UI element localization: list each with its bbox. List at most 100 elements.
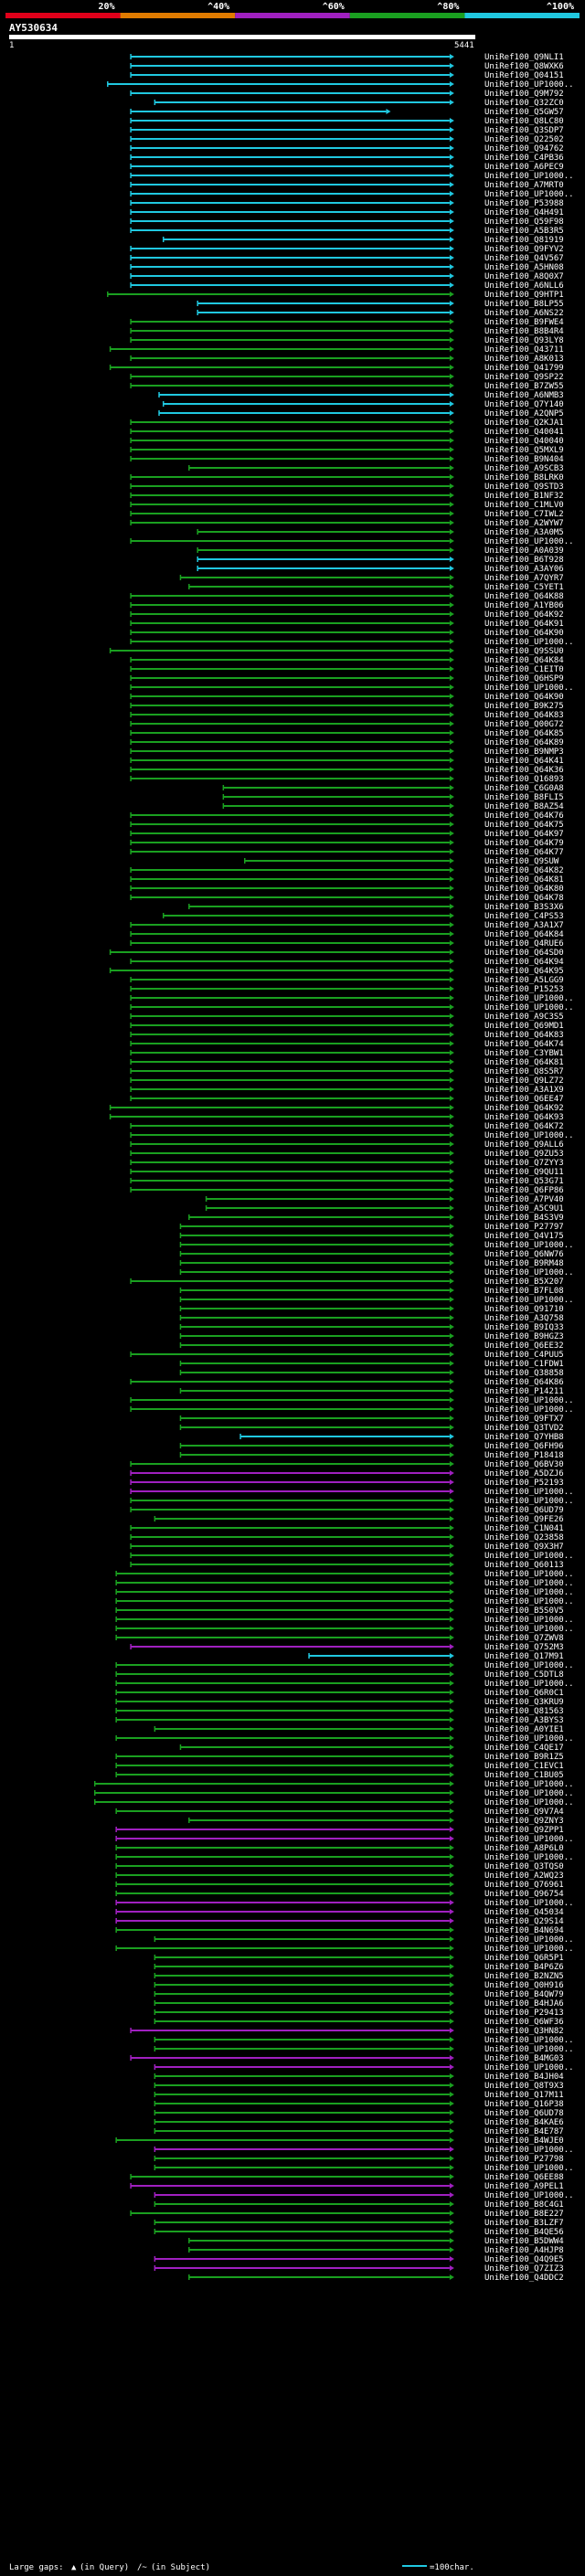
hit-label[interactable]: UniRef100_Q7ZIZ3 — [484, 2264, 564, 2274]
hit-label[interactable]: UniRef100_A9PEL1 — [484, 2182, 564, 2191]
hit-label[interactable]: UniRef100_Q64K90 — [484, 629, 564, 638]
hit-row[interactable]: UniRef100_UP1000.. — [179, 1268, 574, 1277]
hit-row[interactable]: UniRef100_A7PV40 — [205, 1195, 564, 1204]
hit-row[interactable]: UniRef100_B4JH04 — [154, 2072, 564, 2082]
hit-label[interactable]: UniRef100_C1FDW1 — [484, 1360, 564, 1369]
hit-row[interactable]: UniRef100_Q9FE26 — [154, 1515, 564, 1524]
hit-row[interactable]: UniRef100_Q9V7A4 — [115, 1807, 564, 1817]
hit-row[interactable]: UniRef100_P14211 — [179, 1387, 564, 1396]
hit-label[interactable]: UniRef100_Q64K92 — [484, 610, 564, 620]
hit-label[interactable]: UniRef100_Q6R0C1 — [484, 1689, 564, 1698]
hit-label[interactable]: UniRef100_Q64K91 — [484, 620, 564, 629]
hit-row[interactable]: UniRef100_Q81919 — [162, 236, 564, 245]
hit-label[interactable]: UniRef100_Q4V175 — [484, 1232, 564, 1241]
hit-row[interactable]: UniRef100_Q6UD78 — [154, 2109, 564, 2118]
hit-label[interactable]: UniRef100_UP1000.. — [484, 2036, 574, 2045]
hit-label[interactable]: UniRef100_Q9V7A4 — [484, 1807, 564, 1817]
hit-row[interactable]: UniRef100_Q6EE88 — [130, 2173, 564, 2182]
hit-row[interactable]: UniRef100_UP1000.. — [130, 638, 574, 647]
hit-label[interactable]: UniRef100_P27798 — [484, 2155, 564, 2164]
hit-row[interactable]: UniRef100_A9C3S5 — [130, 1012, 564, 1022]
hit-label[interactable]: UniRef100_Q6UD78 — [484, 2109, 564, 2118]
hit-row[interactable]: UniRef100_UP1000.. — [130, 1497, 574, 1506]
hit-row[interactable]: UniRef100_A0YIE1 — [154, 1725, 564, 1734]
hit-row[interactable]: UniRef100_Q9NLI1 — [130, 53, 564, 62]
hit-label[interactable]: UniRef100_B8C4G1 — [484, 2200, 564, 2210]
hit-row[interactable]: UniRef100_Q43711 — [109, 345, 564, 355]
hit-label[interactable]: UniRef100_Q9ALL6 — [484, 1140, 564, 1150]
hit-row[interactable]: UniRef100_UP1000.. — [93, 1789, 574, 1798]
hit-label[interactable]: UniRef100_B5DWW4 — [484, 2237, 564, 2246]
hit-row[interactable]: UniRef100_A5DZJ6 — [130, 1469, 564, 1479]
hit-label[interactable]: UniRef100_Q96754 — [484, 1890, 564, 1899]
hit-row[interactable]: UniRef100_Q76961 — [115, 1881, 564, 1890]
hit-row[interactable]: UniRef100_Q64K79 — [130, 839, 564, 848]
hit-label[interactable]: UniRef100_Q9STD3 — [484, 482, 564, 492]
hit-label[interactable]: UniRef100_B9IQ33 — [484, 1323, 564, 1332]
hit-label[interactable]: UniRef100_UP1000.. — [484, 1597, 574, 1606]
hit-row[interactable]: UniRef100_Q9STD3 — [130, 482, 564, 492]
hit-row[interactable]: UniRef100_Q9ZNY3 — [188, 1817, 564, 1826]
hit-row[interactable]: UniRef100_B4KAE6 — [154, 2118, 564, 2127]
hit-label[interactable]: UniRef100_Q64K84 — [484, 656, 564, 665]
hit-row[interactable]: UniRef100_B3LZF7 — [154, 2219, 564, 2228]
hit-row[interactable]: UniRef100_UP1000.. — [130, 1552, 574, 1561]
hit-label[interactable]: UniRef100_Q64K76 — [484, 811, 564, 821]
hit-label[interactable]: UniRef100_Q91710 — [484, 1305, 564, 1314]
hit-row[interactable]: UniRef100_A3A1X7 — [130, 921, 564, 930]
hit-row[interactable]: UniRef100_A8P6L0 — [115, 1844, 564, 1853]
hit-label[interactable]: UniRef100_A8K013 — [484, 355, 564, 364]
hit-label[interactable]: UniRef100_Q69MD1 — [484, 1022, 564, 1031]
hit-label[interactable]: UniRef100_A0YIE1 — [484, 1725, 564, 1734]
hit-label[interactable]: UniRef100_Q9ZPP1 — [484, 1826, 564, 1835]
hit-row[interactable]: UniRef100_A6NMB3 — [158, 391, 564, 400]
hit-label[interactable]: UniRef100_Q41799 — [484, 364, 564, 373]
hit-label[interactable]: UniRef100_UP1000.. — [484, 2063, 574, 2072]
hit-label[interactable]: UniRef100_UP1000.. — [484, 1552, 574, 1561]
hit-row[interactable]: UniRef100_Q64K75 — [130, 821, 564, 830]
hit-row[interactable]: UniRef100_Q9M792 — [130, 90, 564, 99]
hit-row[interactable]: UniRef100_A5C9U1 — [205, 1204, 564, 1214]
hit-row[interactable]: UniRef100_UP1000.. — [130, 537, 574, 546]
hit-label[interactable]: UniRef100_C4QE17 — [484, 1744, 564, 1753]
hit-label[interactable]: UniRef100_Q3TVD2 — [484, 1424, 564, 1433]
hit-label[interactable]: UniRef100_B5X207 — [484, 1277, 564, 1287]
hit-label[interactable]: UniRef100_B9RM48 — [484, 1259, 564, 1268]
hit-label[interactable]: UniRef100_C6G0A8 — [484, 784, 564, 793]
hit-row[interactable]: UniRef100_UP1000.. — [154, 1935, 574, 1945]
hit-row[interactable]: UniRef100_Q4V175 — [179, 1232, 564, 1241]
hit-row[interactable]: UniRef100_Q9ALL6 — [130, 1140, 564, 1150]
hit-label[interactable]: UniRef100_Q9ZU53 — [484, 1150, 564, 1159]
hit-row[interactable]: UniRef100_C1N041 — [130, 1524, 564, 1533]
hit-row[interactable]: UniRef100_UP1000.. — [130, 684, 574, 693]
hit-label[interactable]: UniRef100_Q5GW57 — [484, 108, 564, 117]
hit-label[interactable]: UniRef100_Q2KJA1 — [484, 419, 564, 428]
hit-label[interactable]: UniRef100_Q8LC80 — [484, 117, 564, 126]
hit-label[interactable]: UniRef100_Q9LZ72 — [484, 1076, 564, 1086]
hit-label[interactable]: UniRef100_UP1000.. — [484, 1899, 574, 1908]
hit-row[interactable]: UniRef100_Q6NW76 — [179, 1250, 564, 1259]
hit-label[interactable]: UniRef100_Q38858 — [484, 1369, 564, 1378]
hit-row[interactable]: UniRef100_B3S3X6 — [188, 903, 564, 912]
hit-label[interactable]: UniRef100_B9K275 — [484, 702, 564, 711]
hit-label[interactable]: UniRef100_UP1000.. — [484, 2164, 574, 2173]
hit-label[interactable]: UniRef100_Q6EE32 — [484, 1341, 564, 1351]
hit-row[interactable]: UniRef100_UP1000.. — [115, 1625, 574, 1634]
hit-row[interactable]: UniRef100_Q6EE47 — [130, 1095, 564, 1104]
hit-row[interactable]: UniRef100_P29413 — [154, 2009, 564, 2018]
hit-row[interactable]: UniRef100_C4PS53 — [162, 912, 564, 921]
hit-row[interactable]: UniRef100_Q16893 — [130, 775, 564, 784]
hit-label[interactable]: UniRef100_P27797 — [484, 1223, 564, 1232]
hit-row[interactable]: UniRef100_Q9FTX7 — [179, 1415, 564, 1424]
hit-row[interactable]: UniRef100_B4QE56 — [154, 2228, 564, 2237]
hit-label[interactable]: UniRef100_Q81919 — [484, 236, 564, 245]
hit-label[interactable]: UniRef100_Q9SSU0 — [484, 647, 564, 656]
hit-row[interactable]: UniRef100_Q64K84 — [130, 656, 564, 665]
hit-label[interactable]: UniRef100_B4HJA6 — [484, 1999, 564, 2009]
hit-label[interactable]: UniRef100_A6PEC9 — [484, 163, 564, 172]
hit-label[interactable]: UniRef100_UP1000.. — [484, 684, 574, 693]
hit-label[interactable]: UniRef100_Q9FTX7 — [484, 1415, 564, 1424]
hit-label[interactable]: UniRef100_Q9ZNY3 — [484, 1817, 564, 1826]
hit-label[interactable]: UniRef100_C4PB36 — [484, 154, 564, 163]
hit-row[interactable]: UniRef100_A3AY06 — [197, 565, 564, 574]
